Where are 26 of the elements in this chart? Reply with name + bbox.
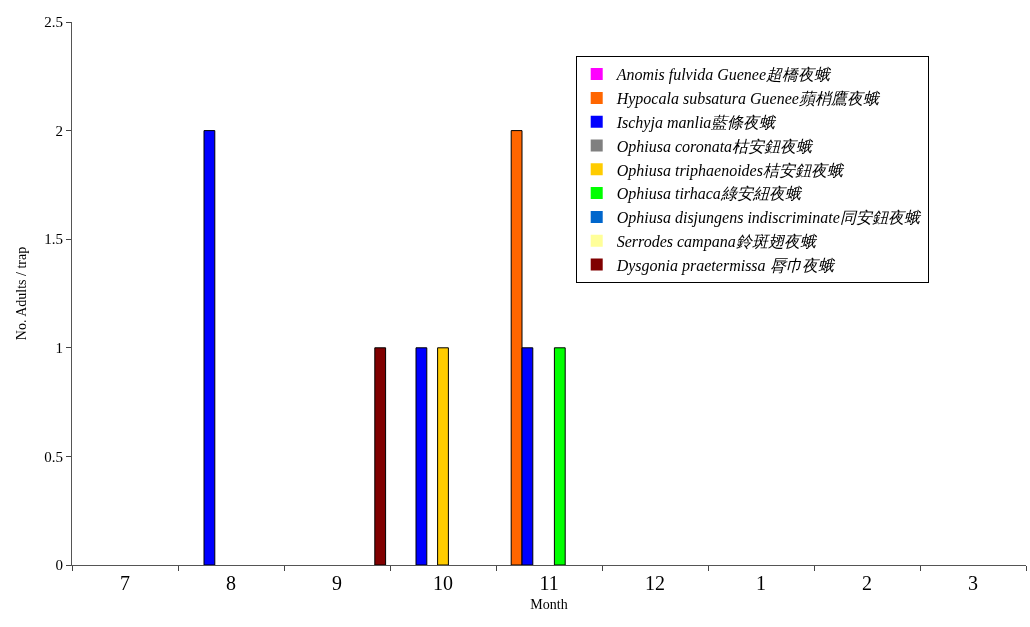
y-tick-label: 1: [55, 340, 63, 357]
x-tick-label: 10: [433, 572, 453, 594]
x-tick-label: 1: [756, 572, 766, 594]
y-tick-label: 0: [55, 557, 63, 574]
legend-label: Ischyja manlia藍條夜蛾: [615, 113, 778, 132]
legend-label: Ophiusa tirhaca綠安紐夜蛾: [616, 185, 803, 204]
legend-label: Serrodes campana鈴斑翅夜蛾: [616, 232, 818, 251]
x-tick-label: 12: [645, 572, 665, 594]
x-tick-label: 2: [862, 572, 872, 594]
legend-label: Ophiusa disjungens indiscriminate同安鈕夜蛾: [616, 209, 922, 228]
x-tick-label: 11: [539, 572, 559, 594]
legend-label: Anomis fulvida Guenee超橋夜蛾: [615, 66, 833, 85]
legend-label: Hypocala subsatura Guenee蘋梢鷹夜蛾: [615, 90, 881, 109]
legend-label: Ophiusa triphaenoides桔安鈕夜蛾: [616, 161, 845, 180]
legend-label: Dysgonia praetermissa 脣巾夜蛾: [615, 256, 836, 275]
x-tick-label: 8: [226, 572, 236, 594]
y-tick-label: 2: [55, 122, 63, 139]
x-tick-label: 3: [968, 572, 978, 594]
x-axis-title: Month: [530, 597, 568, 613]
y-tick-label: 0.5: [44, 448, 63, 465]
y-tick-label: 1.5: [44, 231, 63, 248]
legend-label: Ophiusa coronata枯安鈕夜蛾: [616, 137, 815, 156]
y-axis-title: No. Adults / trap: [13, 246, 29, 341]
x-tick-label: 7: [120, 572, 130, 594]
x-tick-label: 9: [332, 572, 342, 594]
y-tick-label: 2.5: [44, 14, 63, 31]
